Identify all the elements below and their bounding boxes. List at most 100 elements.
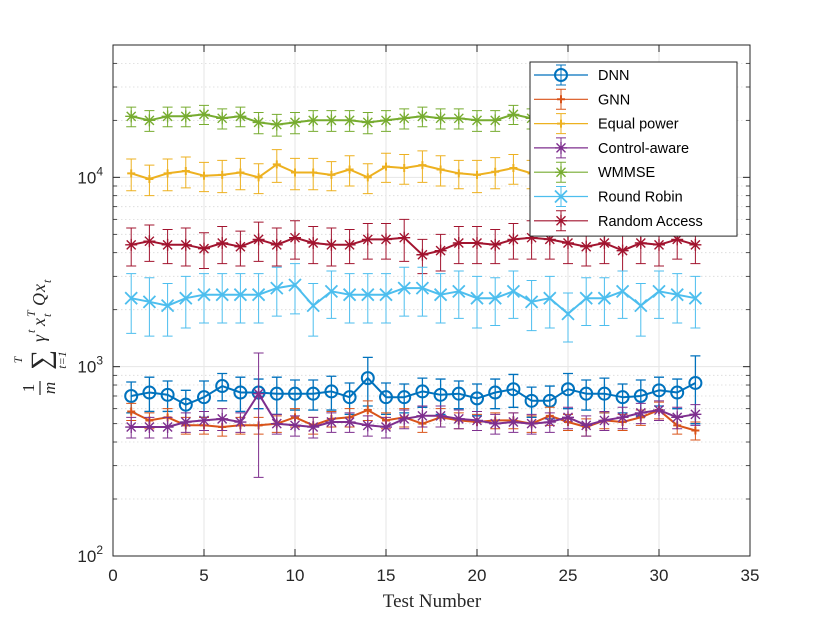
error-bar (490, 277, 501, 326)
data-point (489, 114, 502, 127)
error-bar (199, 273, 209, 324)
y-label-q: Q (29, 293, 49, 306)
series-line (131, 377, 696, 406)
data-point (652, 284, 666, 298)
data-point (216, 112, 229, 125)
data-point (161, 110, 174, 123)
data-point (270, 281, 284, 295)
y-axis-label: 1 m T ∑ t=1 γ t x T t Q x t (11, 279, 69, 395)
data-point (306, 299, 320, 313)
data-point (507, 233, 520, 246)
data-point (160, 387, 175, 402)
data-point (579, 291, 593, 305)
series-layer (124, 104, 703, 478)
data-point (236, 168, 245, 177)
error-bar (508, 373, 519, 408)
legend-item: GNN (534, 88, 630, 110)
y-tick-label: 103 (77, 354, 103, 377)
data-point (598, 414, 611, 427)
data-point (397, 281, 411, 295)
data-point (433, 387, 448, 402)
x-tick-label: 25 (559, 566, 578, 585)
y-tick-label: 104 (77, 164, 103, 187)
data-point (343, 114, 356, 127)
error-bar (453, 380, 464, 410)
error-bar (635, 282, 646, 337)
data-point (579, 386, 594, 401)
y-label-x2: x (29, 284, 49, 293)
error-bar (563, 292, 573, 343)
data-point (561, 382, 575, 397)
data-point (163, 169, 172, 178)
data-point (124, 291, 138, 305)
axes (112, 44, 751, 557)
legend-label: DNN (598, 68, 629, 84)
data-point (415, 281, 430, 295)
data-point (380, 114, 392, 127)
data-point (289, 116, 301, 129)
legend-label: Control-aware (598, 141, 689, 157)
series-line (131, 284, 696, 315)
series-round-robin (124, 263, 703, 343)
data-point (653, 238, 665, 251)
error-bar (308, 282, 319, 337)
data-point (307, 114, 320, 127)
data-point (597, 386, 612, 401)
data-point (178, 397, 193, 412)
data-point (452, 112, 465, 125)
error-bar (253, 273, 264, 324)
data-point (471, 236, 483, 249)
data-point (473, 170, 481, 179)
error-bar (180, 275, 191, 329)
data-point (143, 114, 156, 127)
error-bar (508, 270, 519, 319)
error-bar (381, 273, 391, 324)
data-point (179, 416, 192, 429)
legend-label: Round Robin (598, 190, 683, 206)
data-point (398, 412, 411, 425)
data-point (291, 168, 299, 177)
data-point (254, 173, 263, 182)
legend-marker (557, 119, 565, 128)
data-point (616, 411, 629, 424)
data-point (343, 416, 356, 429)
error-bar (526, 280, 537, 332)
data-point (670, 385, 685, 400)
error-bar (472, 275, 482, 329)
data-point (416, 248, 429, 261)
data-point (160, 299, 175, 313)
data-point (436, 165, 445, 174)
error-bar (453, 270, 464, 319)
data-point (269, 386, 284, 401)
legend-item: Control-aware (534, 137, 689, 159)
legend-marker (555, 141, 567, 154)
data-point (507, 416, 520, 429)
legend-marker (554, 189, 568, 204)
x-tick-label: 15 (377, 566, 396, 585)
data-point (509, 164, 518, 173)
data-point (489, 417, 502, 430)
data-point (306, 386, 321, 401)
data-point (125, 421, 138, 434)
data-point (471, 414, 483, 427)
data-point (525, 417, 538, 430)
data-point (416, 110, 429, 123)
data-point (270, 238, 283, 251)
legend-marker (557, 95, 565, 104)
data-point (598, 236, 611, 249)
data-point (272, 160, 281, 169)
data-point (434, 112, 447, 125)
data-point (615, 390, 630, 405)
data-point (360, 371, 375, 386)
error-bar (417, 266, 428, 317)
legend-item: WMMSE (534, 161, 656, 183)
data-point (615, 284, 630, 298)
data-point (434, 244, 447, 257)
y-label-frac-num: 1 (19, 384, 38, 393)
data-point (452, 236, 465, 249)
y-label-gamma: γ (29, 334, 49, 342)
data-point (125, 238, 138, 251)
data-point (161, 238, 174, 251)
error-bar (308, 379, 319, 411)
y-tick-label: 102 (77, 543, 103, 566)
